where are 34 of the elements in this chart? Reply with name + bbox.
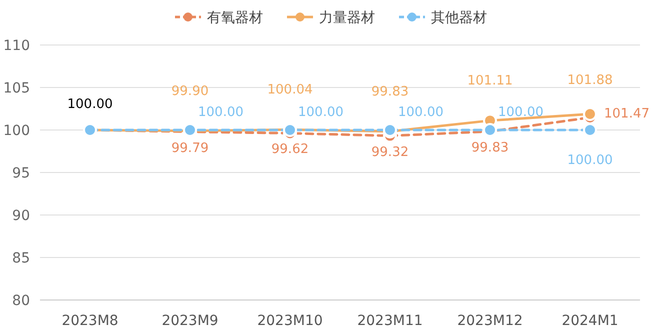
data-label: 99.83 [471,140,509,156]
data-label: 99.83 [371,84,409,100]
data-label: 99.90 [171,84,209,99]
data-label: 100.00 [198,105,244,120]
x-tick-label: 2024M1 [562,313,618,329]
point [583,107,597,122]
x-tick-label: 2023M12 [457,313,523,329]
data-label: 100.00 [298,105,344,120]
data-label: 101.88 [567,73,613,88]
legend-label: 有氧器材 [207,10,263,26]
legend-label: 其他器材 [431,10,487,26]
x-tick-label: 2023M9 [162,313,218,329]
y-tick-label: 80 [12,293,30,309]
x-tick-label: 2023M8 [62,313,118,329]
data-label: 100.04 [267,82,313,98]
data-label: 100.00 [67,97,113,112]
legend-label: 力量器材 [319,10,375,26]
y-tick-label: 90 [12,208,30,224]
data-label: 100.00 [567,153,613,168]
data-label: 99.79 [171,140,209,156]
data-label: 100.00 [398,105,444,120]
y-tick-label: 95 [12,166,30,182]
x-tick-label: 2023M11 [357,313,423,329]
y-tick-label: 110 [3,38,30,54]
data-label: 99.32 [371,144,409,160]
x-tick-label: 2023M10 [257,313,323,329]
data-label: 100.00 [498,105,544,120]
y-tick-label: 100 [3,123,30,139]
y-tick-label: 105 [3,80,30,96]
point [583,123,597,137]
data-label: 101.11 [467,74,513,89]
data-label: 99.62 [271,142,309,158]
data-label: 101.47 [604,106,650,122]
y-tick-label: 85 [12,250,30,266]
